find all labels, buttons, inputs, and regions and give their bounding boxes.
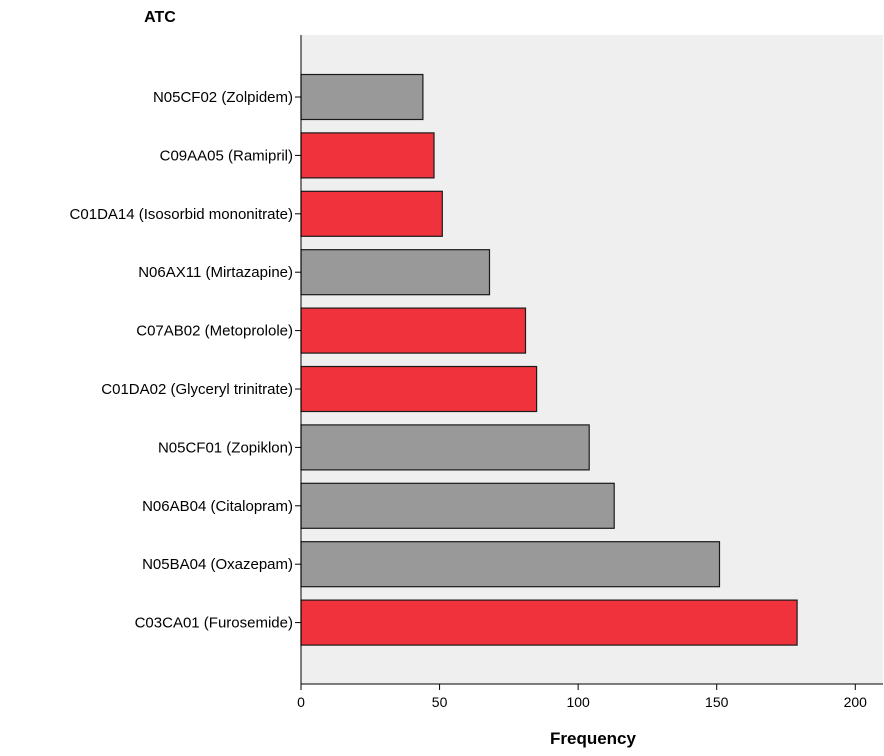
bar <box>300 132 435 179</box>
bar <box>300 424 590 471</box>
x-tick-label: 50 <box>432 694 448 710</box>
y-tick-label: N06AB04 (Citalopram) <box>142 498 293 515</box>
x-axis-title: Frequency <box>550 729 637 748</box>
y-tick-label: C07AB02 (Metoprolole) <box>136 323 293 340</box>
bar <box>300 365 538 413</box>
bar <box>300 482 615 529</box>
y-tick-label: C01DA14 (Isosorbid mononitrate) <box>70 206 293 223</box>
y-tick-label: N05CF02 (Zolpidem) <box>153 89 293 106</box>
x-tick-label: 150 <box>705 694 729 710</box>
y-tick-label: N05CF01 (Zopiklon) <box>158 439 293 456</box>
bar <box>300 599 798 646</box>
y-axis-title: ATC <box>144 9 176 26</box>
bar <box>300 307 527 354</box>
bar <box>300 249 491 296</box>
x-tick-label: 100 <box>566 694 590 710</box>
x-tick-layer: 0 50 100 150 200 <box>297 684 867 710</box>
x-tick-label: 0 <box>297 694 305 710</box>
bar <box>300 541 721 588</box>
y-tick-label: N05BA04 (Oxazepam) <box>142 556 293 573</box>
y-tick-label: C09AA05 (Ramipril) <box>160 147 293 164</box>
y-tick-label: N06AX11 (Mirtazapine) <box>138 264 293 281</box>
y-tick-label: C01DA02 (Glyceryl trinitrate) <box>101 381 293 398</box>
y-tick-layer: N05CF02 (Zolpidem) C09AA05 (Ramipril) C01D… <box>70 89 301 632</box>
bar <box>300 73 424 121</box>
x-tick-label: 200 <box>844 694 868 710</box>
bar <box>300 190 443 237</box>
y-tick-label: C03CA01 (Furosemide) <box>135 615 293 632</box>
bars-layer <box>300 73 798 646</box>
